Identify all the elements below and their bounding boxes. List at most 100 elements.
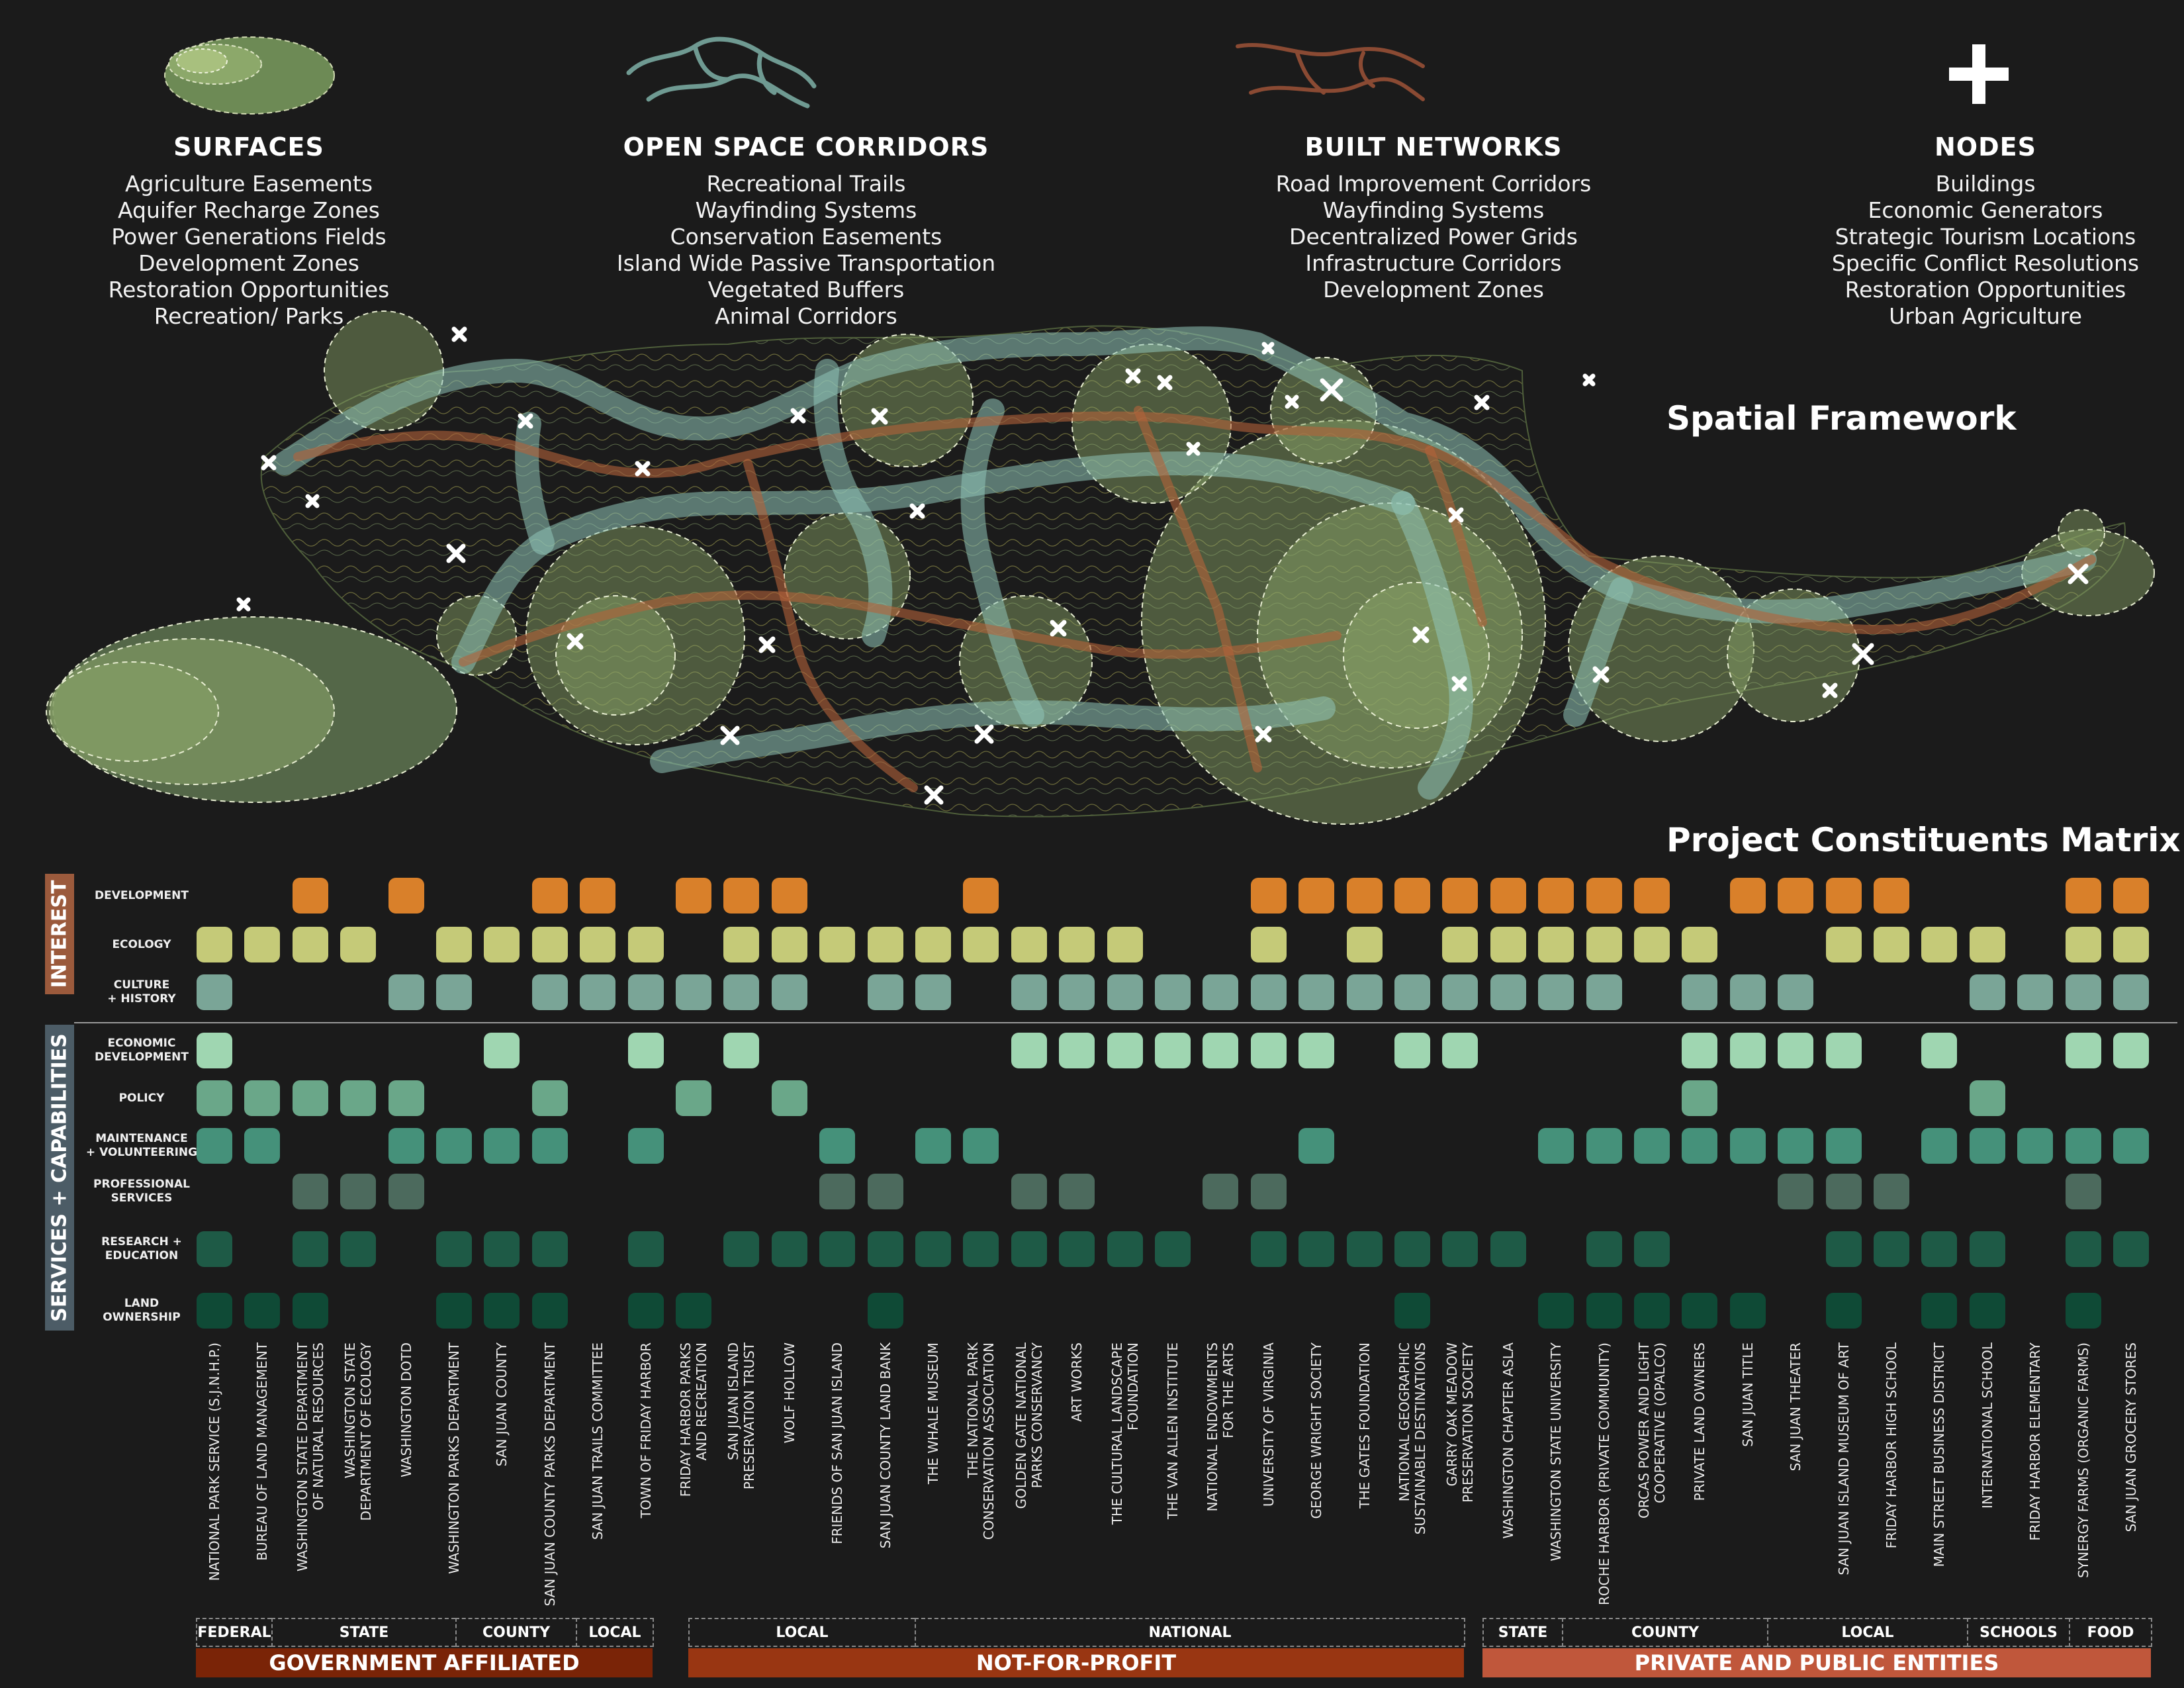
matrix-cell bbox=[1874, 1174, 1909, 1209]
matrix-cell bbox=[580, 974, 616, 1010]
matrix-cell bbox=[580, 927, 616, 962]
matrix-cell bbox=[388, 878, 424, 914]
matrix-cell bbox=[1203, 974, 1239, 1010]
matrix-cell bbox=[676, 1293, 711, 1329]
matrix-cell bbox=[484, 1128, 520, 1164]
matrix-cell bbox=[244, 1080, 281, 1116]
matrix-cell bbox=[1778, 1033, 1814, 1068]
row-label: LAND OWNERSHIP bbox=[103, 1297, 181, 1324]
interest-sidebar: INTEREST bbox=[45, 874, 74, 994]
node-markers bbox=[236, 326, 2089, 805]
matrix-cell bbox=[292, 1293, 328, 1329]
column-name: SAN JUAN TITLE bbox=[1739, 1342, 1756, 1447]
matrix-cell bbox=[1346, 1231, 1383, 1267]
matrix-cell bbox=[1969, 974, 2005, 1010]
matrix-cell bbox=[1490, 1231, 1526, 1267]
matrix-cell bbox=[1155, 1231, 1191, 1267]
matrix-cell bbox=[1442, 878, 1479, 914]
matrix-cell bbox=[2113, 927, 2149, 962]
category-item: Vegetated Buffers bbox=[707, 277, 905, 303]
column-name: GEORGE WRIGHT SOCIETY bbox=[1308, 1342, 1325, 1519]
matrix-cell bbox=[531, 927, 568, 962]
matrix-cell bbox=[1394, 1231, 1430, 1267]
subgroup-food: FOOD bbox=[2069, 1618, 2152, 1647]
matrix-cell bbox=[2113, 878, 2149, 914]
matrix-cell bbox=[388, 1080, 424, 1116]
matrix-cell bbox=[771, 878, 807, 914]
matrix-cell bbox=[1490, 927, 1526, 962]
matrix-cell bbox=[1729, 878, 1766, 914]
matrix-cell bbox=[531, 1231, 568, 1267]
category-item: Specific Conflict Resolutions bbox=[1831, 250, 2140, 276]
matrix-cell bbox=[531, 878, 568, 914]
matrix-cell bbox=[1250, 1174, 1287, 1209]
column-name: SAN JUAN ISLAND PRESERVATION TRUST bbox=[725, 1342, 758, 1490]
matrix-cell bbox=[1442, 1033, 1479, 1068]
matrix-cell bbox=[436, 974, 472, 1010]
category-item: Wayfinding Systems bbox=[1322, 197, 1545, 223]
matrix-cell bbox=[1250, 1033, 1287, 1068]
category-item: Animal Corridors bbox=[715, 303, 897, 329]
matrix-cell bbox=[340, 1231, 377, 1267]
matrix-cell bbox=[867, 1293, 903, 1329]
matrix-cell bbox=[1346, 974, 1383, 1010]
matrix-cell bbox=[1634, 927, 1670, 962]
row-label: ECOLOGY bbox=[112, 937, 171, 951]
matrix-cell bbox=[1394, 1033, 1430, 1068]
matrix-cell bbox=[627, 1231, 664, 1267]
column-name: UNIVERSITY OF VIRGINIA bbox=[1260, 1342, 1277, 1507]
subgroup-county-private: COUNTY bbox=[1562, 1618, 1767, 1647]
column-name: FRIENDS OF SAN JUAN ISLAND bbox=[829, 1342, 846, 1544]
matrix-cell bbox=[388, 1174, 424, 1209]
column-name: NATIONAL ENDOWMENTS FOR THE ARTS bbox=[1205, 1342, 1237, 1512]
subgroup-label: LOCAL bbox=[776, 1624, 829, 1641]
subgroup-label: SCHOOLS bbox=[1979, 1624, 2058, 1641]
matrix-cell bbox=[2065, 974, 2101, 1010]
matrix-cell bbox=[1586, 927, 1622, 962]
column-name: ROCHE HARBOR (PRIVATE COMMUNITY) bbox=[1596, 1342, 1612, 1605]
matrix-cell bbox=[1346, 878, 1383, 914]
matrix-cell bbox=[1298, 974, 1335, 1010]
column-name: THE GATES FOUNDATION bbox=[1356, 1342, 1373, 1509]
matrix-cell bbox=[1107, 927, 1143, 962]
subgroup-state: STATE bbox=[271, 1618, 455, 1647]
column-name: WASHINGTON STATE UNIVERSITY bbox=[1548, 1342, 1565, 1562]
row-label: CULTURE + HISTORY bbox=[107, 978, 176, 1006]
interest-section-label: INTEREST bbox=[48, 880, 71, 988]
subgroup-label: LOCAL bbox=[1841, 1624, 1894, 1641]
matrix-cell bbox=[771, 974, 807, 1010]
open-space-category: OPEN SPACE CORRIDORS Recreational Trails… bbox=[594, 132, 1018, 330]
category-item: Aquifer Recharge Zones bbox=[118, 197, 380, 223]
matrix-cell bbox=[1586, 878, 1622, 914]
row-label: RESEARCH + EDUCATION bbox=[101, 1235, 182, 1262]
subgroup-national: NATIONAL bbox=[915, 1618, 1465, 1647]
matrix-cell bbox=[1490, 974, 1526, 1010]
matrix-cell bbox=[1825, 1231, 1862, 1267]
column-name: SAN JUAN THEATER bbox=[1788, 1342, 1804, 1472]
column-name: WASHINGTON STATE DEPARTMENT OF NATURAL RE… bbox=[294, 1342, 326, 1571]
matrix-cell bbox=[2065, 1293, 2101, 1329]
matrix-cell bbox=[2113, 1231, 2149, 1267]
column-name: WASHINGTON DOTD bbox=[398, 1342, 414, 1477]
matrix-cell bbox=[1586, 1128, 1622, 1164]
matrix-cell bbox=[723, 974, 760, 1010]
matrix-cell bbox=[1011, 974, 1047, 1010]
matrix-cell bbox=[1442, 1231, 1479, 1267]
matrix-cell bbox=[915, 1128, 951, 1164]
subgroup-label: STATE bbox=[1498, 1624, 1548, 1641]
matrix-cell bbox=[1729, 1033, 1766, 1068]
matrix-cell bbox=[1059, 927, 1095, 962]
subgroup-local-nfp: LOCAL bbox=[688, 1618, 915, 1647]
matrix-cell bbox=[1825, 1128, 1862, 1164]
matrix-cell bbox=[1394, 974, 1430, 1010]
category-title: NODES bbox=[1934, 132, 2036, 162]
matrix-cell bbox=[963, 878, 999, 914]
column-name: BUREAU OF LAND MANAGEMENT bbox=[254, 1342, 271, 1561]
matrix-cell bbox=[915, 974, 951, 1010]
matrix-cell bbox=[531, 1128, 568, 1164]
matrix-cell bbox=[340, 1174, 377, 1209]
matrix-cell bbox=[531, 1293, 568, 1329]
matrix-cell bbox=[2065, 1033, 2101, 1068]
category-item: Economic Generators bbox=[1868, 197, 2103, 223]
subgroup-county: COUNTY bbox=[455, 1618, 576, 1647]
